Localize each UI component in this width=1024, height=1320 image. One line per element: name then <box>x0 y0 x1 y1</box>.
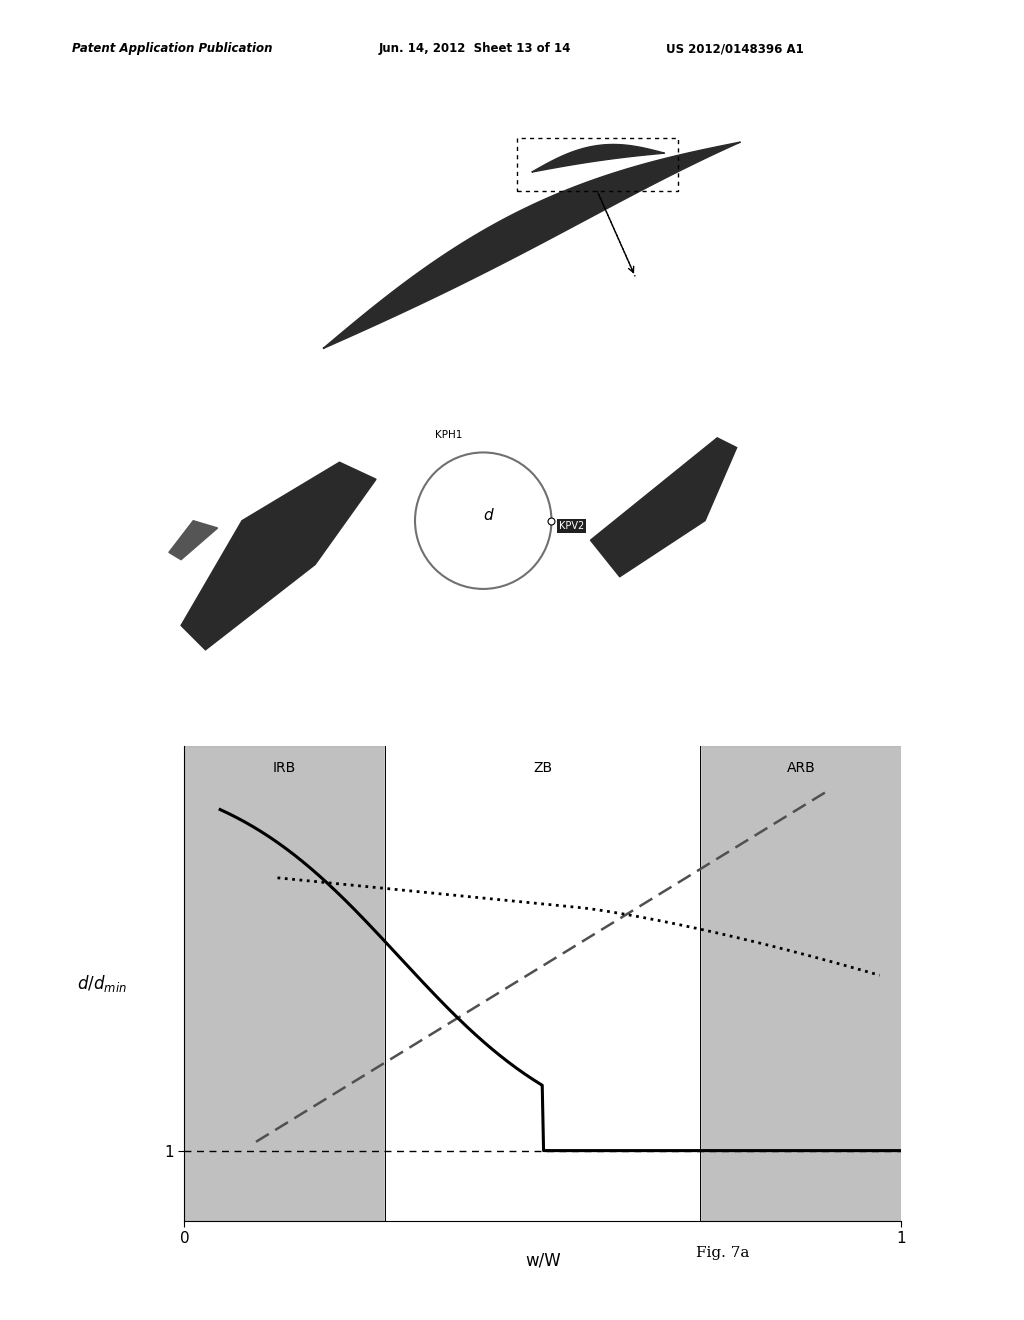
Text: KPV2: KPV2 <box>559 520 584 531</box>
Text: d: d <box>483 508 493 523</box>
Text: Fig. 7a: Fig. 7a <box>696 1246 750 1259</box>
Bar <box>516 137 678 191</box>
Polygon shape <box>181 462 376 649</box>
Text: $d/d_{min}$: $d/d_{min}$ <box>78 973 127 994</box>
Text: ZB: ZB <box>534 762 552 775</box>
Text: IRB: IRB <box>273 762 296 775</box>
Bar <box>184 746 385 1221</box>
Text: ARB: ARB <box>786 762 815 775</box>
Text: KPH1: KPH1 <box>434 430 462 440</box>
Polygon shape <box>591 438 736 577</box>
Bar <box>700 746 901 1221</box>
Polygon shape <box>169 520 218 560</box>
Polygon shape <box>323 143 740 348</box>
Text: Jun. 14, 2012  Sheet 13 of 14: Jun. 14, 2012 Sheet 13 of 14 <box>379 42 571 55</box>
Polygon shape <box>531 144 665 172</box>
Text: Patent Application Publication: Patent Application Publication <box>72 42 272 55</box>
Text: US 2012/0148396 A1: US 2012/0148396 A1 <box>666 42 804 55</box>
Bar <box>385 746 700 1221</box>
X-axis label: w/W: w/W <box>525 1251 560 1270</box>
